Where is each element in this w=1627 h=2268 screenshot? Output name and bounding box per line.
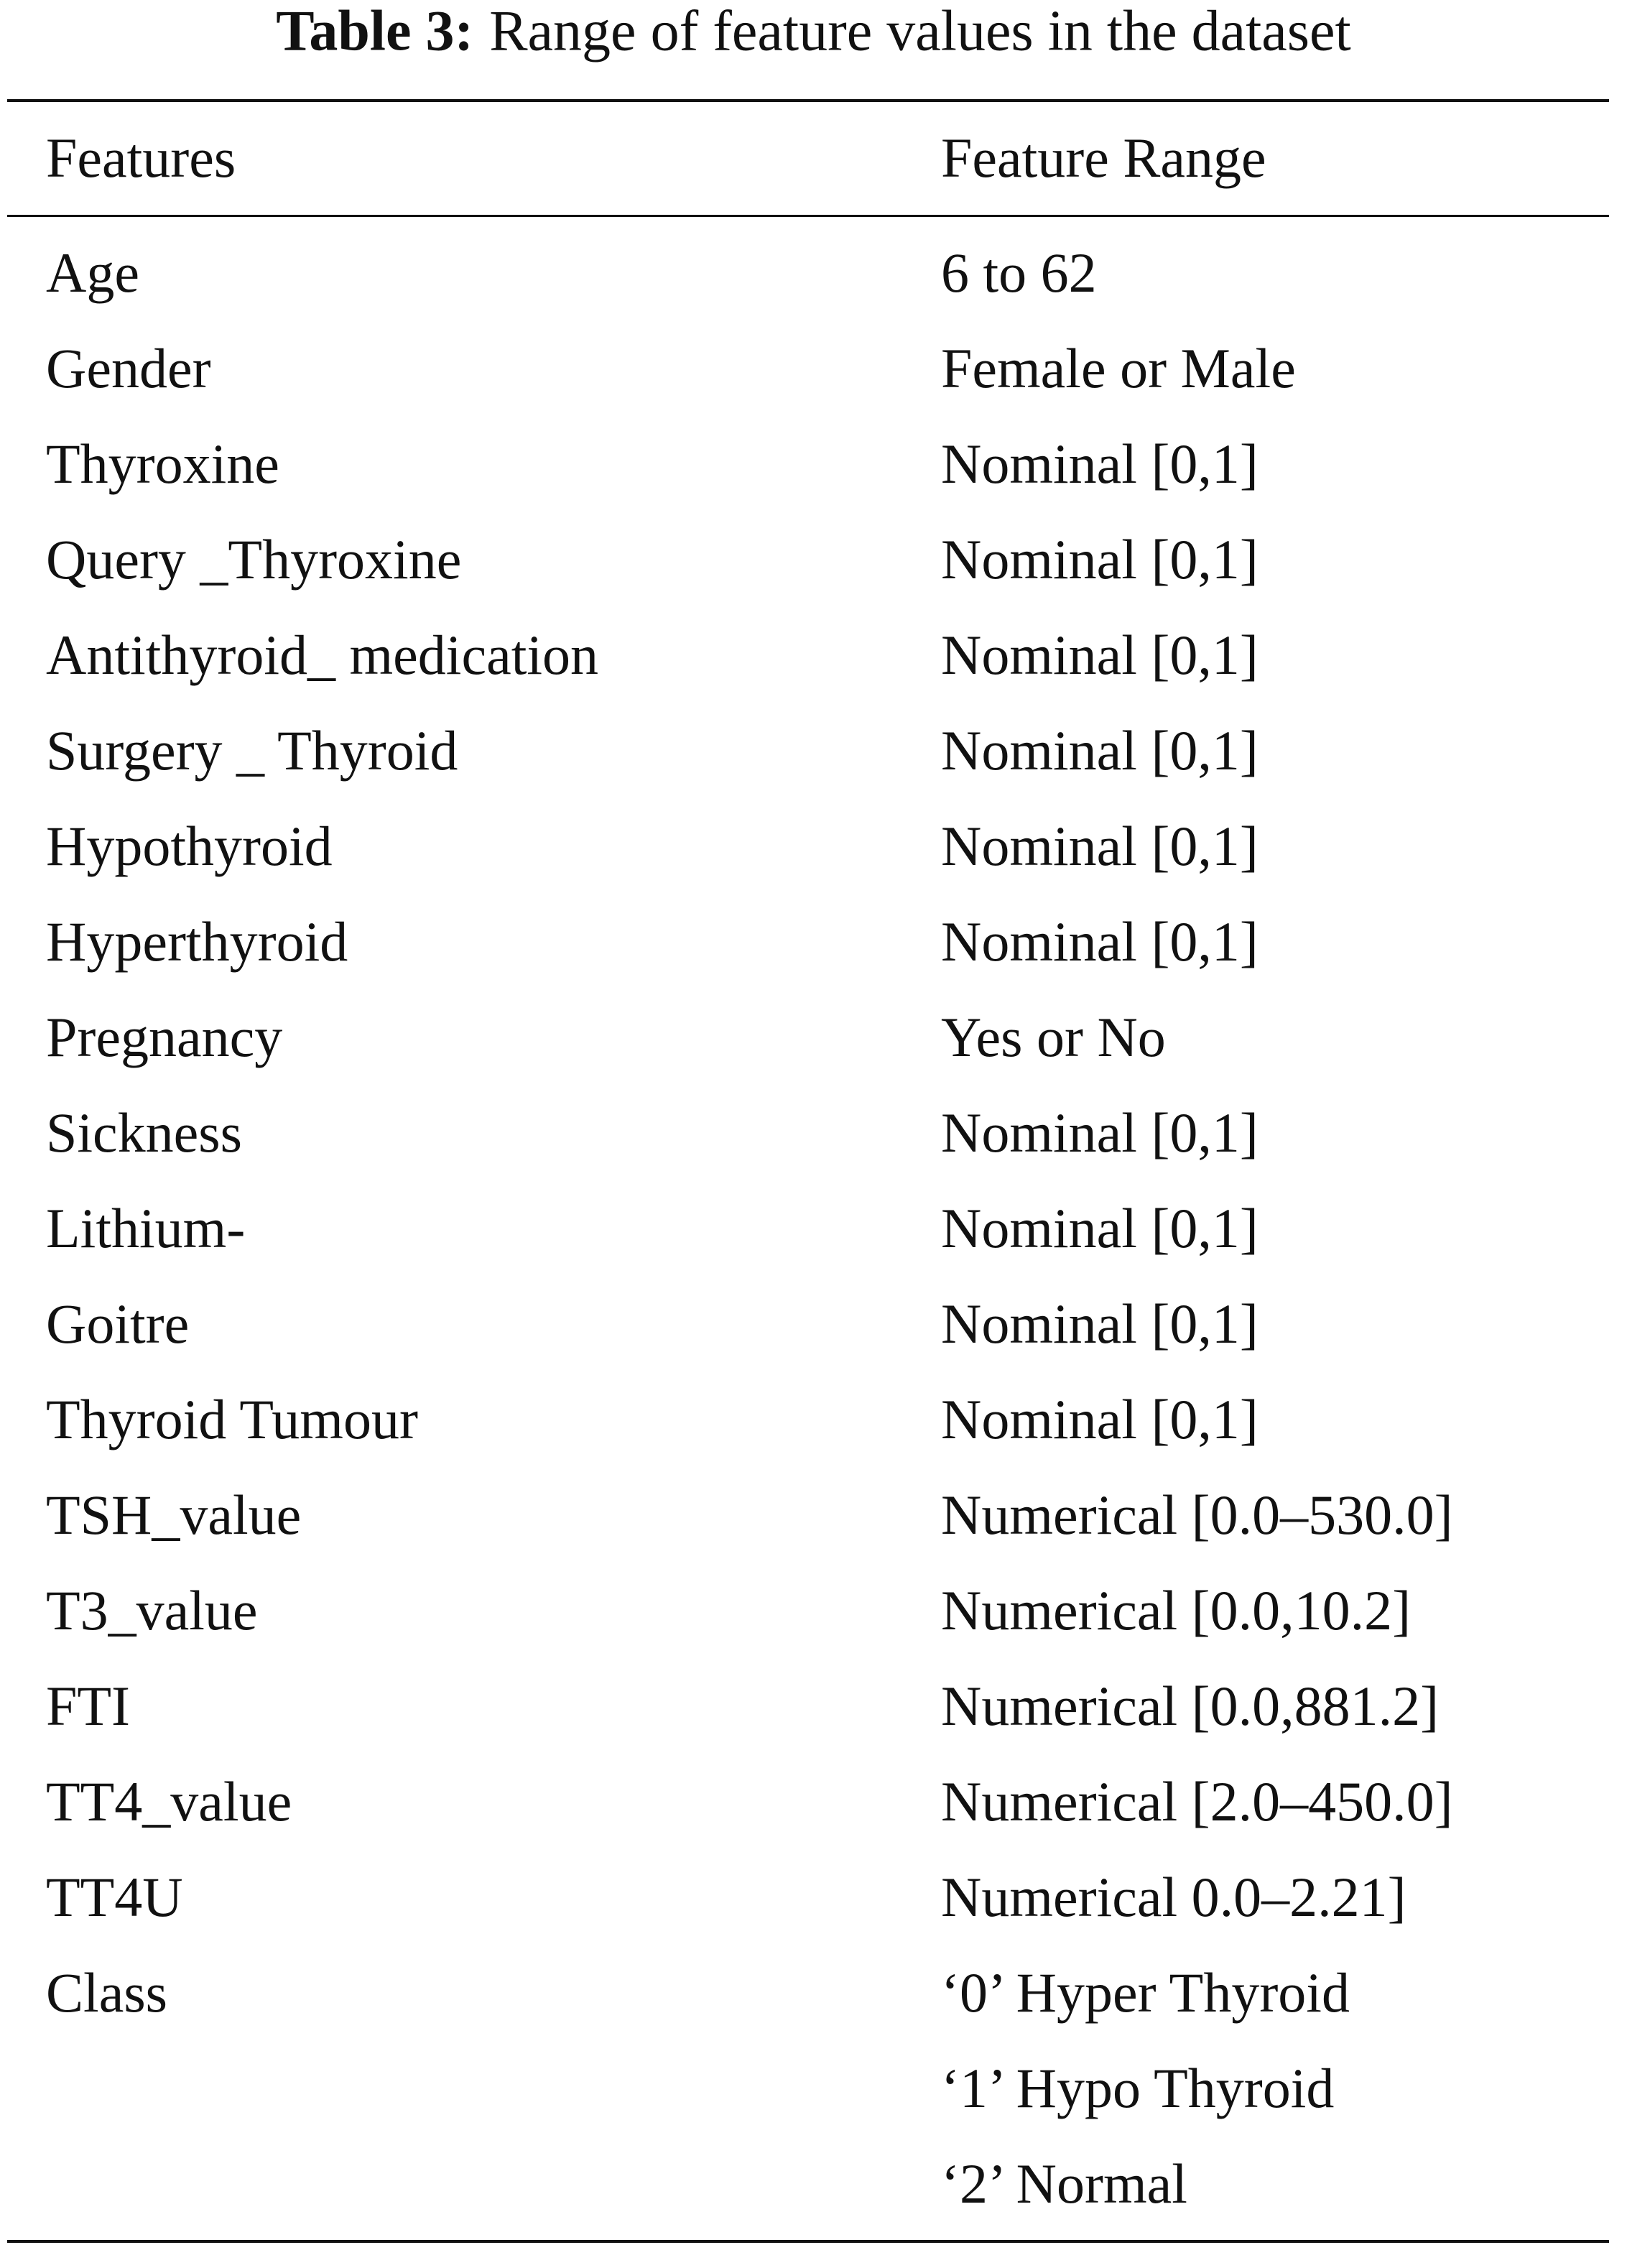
feature-cell: TT4_value (46, 1770, 292, 1833)
feature-cell: Gender (46, 337, 211, 399)
range-cell: Yes or No (941, 1006, 1166, 1068)
feature-cell: Thyroid Tumour (46, 1388, 418, 1450)
feature-cell: Hyperthyroid (46, 910, 348, 973)
feature-cell: Pregnancy (46, 1006, 283, 1068)
range-cell: Nominal [0,1] (941, 1292, 1259, 1355)
top-rule (7, 99, 1609, 102)
feature-cell: Lithium- (46, 1197, 246, 1259)
range-cell: Nominal [0,1] (941, 624, 1259, 686)
range-cell: Nominal [0,1] (941, 719, 1259, 782)
range-cell: Nominal [0,1] (941, 910, 1259, 973)
bottom-rule (7, 2240, 1609, 2243)
feature-cell: Query _Thyroxine (46, 528, 462, 591)
range-cell: Nominal [0,1] (941, 528, 1259, 591)
range-cell: Nominal [0,1] (941, 1388, 1259, 1450)
header-cell: Feature Range (941, 126, 1266, 189)
range-cell: Nominal [0,1] (941, 815, 1259, 877)
range-cell: 6 to 62 (941, 241, 1097, 304)
range-cell: Numerical [0.0,881.2] (941, 1675, 1440, 1737)
feature-cell: Sickness (46, 1101, 242, 1164)
feature-cell: Surgery _ Thyroid (46, 719, 458, 782)
feature-cell: Antithyroid_ medication (46, 624, 599, 686)
range-cell: Numerical [2.0–450.0] (941, 1770, 1453, 1833)
feature-cell: Hypothyroid (46, 815, 333, 877)
range-cell: ‘1’ Hypo Thyroid (941, 2057, 1335, 2119)
range-cell: ‘2’ Normal (941, 2152, 1187, 2215)
feature-cell: TT4U (46, 1866, 183, 1928)
range-cell: Nominal [0,1] (941, 1101, 1259, 1164)
table-caption: Table 3: Range of feature values in the d… (0, 0, 1627, 65)
range-cell: ‘0’ Hyper Thyroid (941, 1961, 1350, 2024)
feature-cell: Thyroxine (46, 432, 279, 495)
header-cell: Features (46, 126, 236, 189)
range-cell: Numerical 0.0–2.21] (941, 1866, 1406, 1928)
feature-cell: FTI (46, 1675, 130, 1737)
range-cell: Numerical [0.0,10.2] (941, 1579, 1412, 1642)
caption-text: Range of feature values in the dataset (489, 0, 1351, 63)
table-label: Table 3: (276, 0, 474, 63)
range-cell: Nominal [0,1] (941, 1197, 1259, 1259)
range-cell: Female or Male (941, 337, 1296, 399)
feature-cell: Goitre (46, 1292, 190, 1355)
feature-cell: Class (46, 1961, 168, 2024)
feature-cell: T3_value (46, 1579, 258, 1642)
range-cell: Nominal [0,1] (941, 432, 1259, 495)
header-rule (7, 215, 1609, 217)
range-cell: Numerical [0.0–530.0] (941, 1484, 1453, 1546)
feature-cell: TSH_value (46, 1484, 302, 1546)
feature-cell: Age (46, 241, 139, 304)
